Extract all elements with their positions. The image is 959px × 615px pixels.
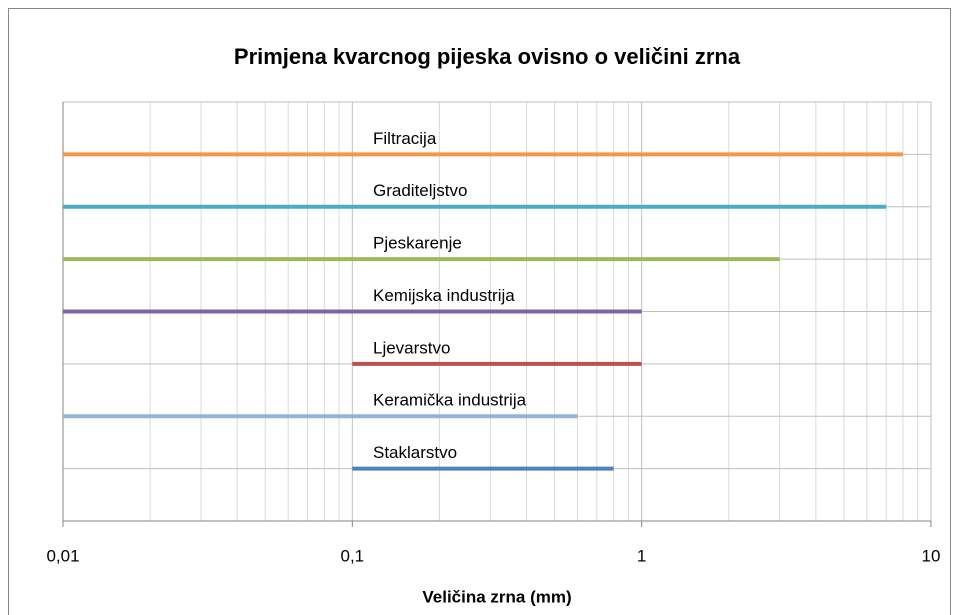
- series-label: Kemijska industrija: [373, 286, 515, 305]
- series-label: Staklarstvo: [373, 443, 457, 462]
- x-tick-label: 0,1: [341, 546, 365, 565]
- chart-title: Primjena kvarcnog pijeska ovisno o velič…: [234, 44, 741, 69]
- x-axis-label: Veličina zrna (mm): [422, 587, 571, 606]
- series-label: Keramička industrija: [373, 391, 527, 410]
- series-label: Pjeskarenje: [373, 234, 462, 253]
- series-label: Graditeljstvo: [373, 181, 467, 200]
- x-tick-label: 10: [922, 546, 941, 565]
- x-tick-label: 1: [637, 546, 646, 565]
- series-label: Ljevarstvo: [373, 338, 450, 357]
- x-tick-label: 0,01: [46, 546, 79, 565]
- series-label: Filtracija: [373, 129, 437, 148]
